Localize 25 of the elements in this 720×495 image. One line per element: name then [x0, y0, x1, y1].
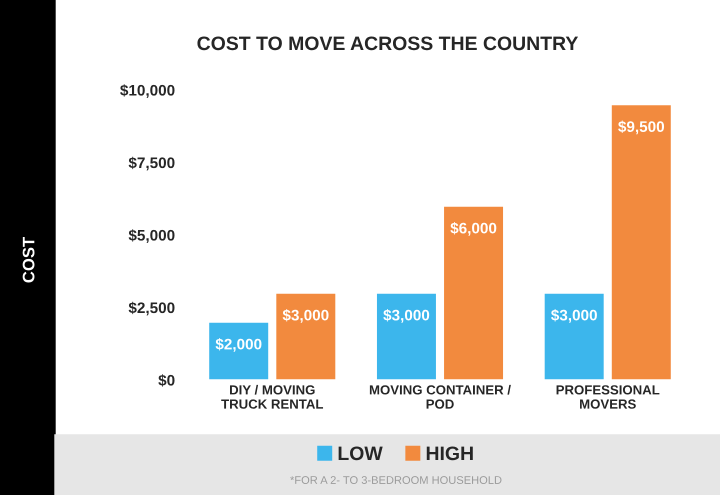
- bar: [442, 205, 504, 380]
- bar: [376, 292, 438, 380]
- bar: [543, 292, 606, 380]
- x-tick-label: PROFESSIONAL MOVERS: [556, 385, 660, 409]
- y-tick-label: $5,000: [128, 229, 175, 243]
- data-label: $2,000: [216, 338, 262, 352]
- x-tick-label: DIY / MOVING TRUCK RENTAL: [221, 384, 324, 409]
- bar: [274, 292, 337, 380]
- y-tick-label: $7,500: [128, 156, 175, 170]
- text: COST: [22, 237, 34, 282]
- legend-label: LOW: [338, 446, 383, 460]
- y-tick-label: $0: [158, 374, 175, 387]
- data-label: $3,000: [282, 309, 329, 323]
- y-tick-label: $10,000: [120, 84, 175, 98]
- bar: [610, 104, 672, 380]
- bar: [208, 321, 270, 380]
- data-label: $3,000: [383, 309, 430, 323]
- x-tick-label: MOVING CONTAINER / POD: [370, 384, 511, 409]
- data-label: $3,000: [551, 309, 597, 323]
- y-tick-label: $2,500: [128, 302, 175, 316]
- text: *FOR A 2- TO 3-BEDROOM HOUSEHOLD: [290, 476, 502, 484]
- chart-title: COST TO MOVE ACROSS THE COUNTRY: [197, 36, 578, 50]
- legend-label: HIGH: [426, 446, 473, 460]
- data-label: $9,500: [618, 120, 664, 134]
- data-label: $6,000: [450, 222, 496, 236]
